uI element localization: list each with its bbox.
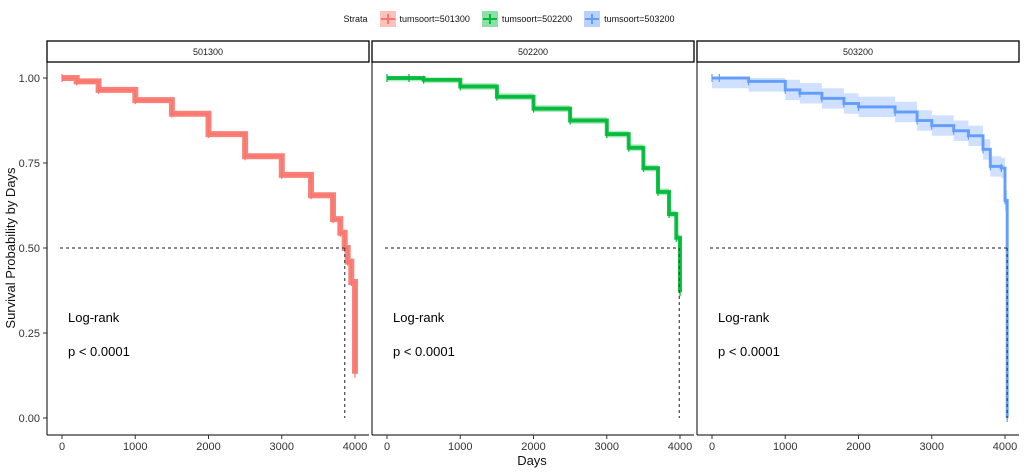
logrank-label: Log-rank [718, 310, 770, 325]
p-value-label: p < 0.0001 [393, 344, 455, 359]
legend-label: tumsoort=502200 [501, 14, 573, 24]
censor-marks-band [62, 75, 358, 374]
strip-label: 501300 [193, 47, 223, 57]
panel-2: 502200 0 1000 2000 3000 4000 Log-rank p < 0.000… [371, 40, 695, 453]
y-tick-label: 0.75 [19, 158, 40, 170]
logrank-label: Log-rank [393, 310, 445, 325]
censor-marks-band [712, 76, 1009, 418]
strip-box [46, 40, 370, 63]
logrank-label: Log-rank [68, 310, 120, 325]
legend-item-1: tumsoort=501300 [379, 11, 470, 27]
legend-item-2: tumsoort=502200 [481, 11, 573, 27]
x-tick-label: 3000 [595, 441, 619, 453]
x-tick-label: 2000 [196, 441, 220, 453]
x-tick-label: 4000 [668, 441, 692, 453]
x-tick-label: 4000 [993, 441, 1017, 453]
legend: Strata tumsoort=501300 tumsoort=502200 [0, 10, 1024, 28]
legend-label: tumsoort=501300 [399, 14, 470, 24]
p-value-label: p < 0.0001 [68, 344, 130, 359]
x-tick-label: 2000 [521, 441, 545, 453]
y-tick-label: 0.00 [19, 413, 40, 425]
x-tick-label: 0 [59, 441, 65, 453]
p-value-label: p < 0.0001 [718, 344, 780, 359]
x-tick-label: 4000 [343, 441, 367, 453]
x-tick-label: 1000 [773, 441, 797, 453]
y-axis-label: Survival Probability by Days [3, 167, 18, 329]
legend-key-icon [584, 11, 601, 27]
strip-box [696, 40, 1020, 63]
x-tick-label: 0 [709, 441, 715, 453]
strip-box [371, 40, 695, 63]
panel-1: 501300 0 1000 2000 3000 4000 Log-rank p < 0.000… [46, 40, 370, 453]
legend-item-3: tumsoort=503200 [584, 11, 674, 27]
x-tick-label: 1000 [123, 441, 147, 453]
strip-label: 502200 [518, 47, 548, 57]
legend-key-icon [379, 11, 396, 27]
x-tick-label: 1000 [448, 441, 472, 453]
x-tick-label: 0 [384, 441, 390, 453]
legend-key-cross [591, 14, 594, 24]
legend-title: Strata [343, 14, 368, 24]
x-tick-label: 2000 [846, 441, 870, 453]
y-tick-label: 0.25 [19, 328, 40, 340]
legend-key-icon [481, 11, 498, 27]
legend-key-cross [488, 14, 491, 24]
strip-label: 503200 [843, 47, 873, 57]
panel-3: 503200 0 1000 2000 3000 4000 Log-rank p < 0.000… [696, 40, 1020, 453]
y-tick-label: 0.50 [19, 243, 40, 255]
legend-label: tumsoort=503200 [604, 14, 675, 24]
x-tick-label: 3000 [270, 441, 294, 453]
x-tick-label: 3000 [920, 441, 944, 453]
y-tick-label: 1.00 [19, 73, 40, 85]
legend-key-cross [386, 14, 389, 24]
x-axis-label: Days [517, 453, 547, 468]
